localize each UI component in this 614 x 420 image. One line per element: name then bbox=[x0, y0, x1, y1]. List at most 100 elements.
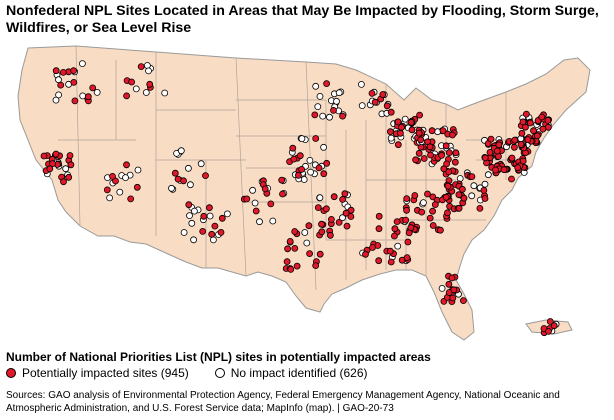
impacted-site-marker bbox=[291, 244, 299, 252]
impacted-site-marker bbox=[510, 143, 518, 151]
impacted-site-marker bbox=[375, 257, 383, 265]
impacted-site-marker bbox=[290, 155, 298, 163]
no-impact-site-marker bbox=[190, 207, 198, 215]
impacted-site-marker bbox=[49, 160, 56, 167]
impacted-site-marker bbox=[393, 218, 401, 226]
impacted-site-marker bbox=[508, 154, 516, 162]
impacted-site-marker bbox=[296, 152, 304, 160]
impacted-site-marker bbox=[278, 176, 286, 184]
impacted-site-marker bbox=[445, 149, 453, 156]
impacted-site-marker bbox=[486, 149, 494, 156]
impacted-site-marker bbox=[326, 231, 334, 239]
impacted-site-marker bbox=[52, 67, 60, 75]
no-impact-site-marker bbox=[122, 174, 129, 182]
impacted-site-marker bbox=[511, 136, 519, 144]
impacted-site-marker bbox=[492, 166, 499, 174]
impacted-site-marker bbox=[387, 258, 395, 266]
impacted-site-marker bbox=[146, 80, 154, 88]
impacted-site-marker bbox=[65, 173, 73, 181]
no-impact-site-marker bbox=[142, 89, 150, 96]
impacted-site-marker bbox=[123, 161, 130, 169]
impacted-site-marker bbox=[448, 274, 456, 282]
state-border bbox=[235, 57, 247, 277]
impacted-site-marker bbox=[539, 125, 547, 133]
impacted-site-marker bbox=[52, 150, 60, 158]
no-impact-marker-icon bbox=[214, 368, 225, 378]
impacted-site-marker bbox=[316, 250, 324, 258]
no-impact-site-marker bbox=[209, 236, 217, 244]
impacted-site-marker bbox=[480, 186, 488, 194]
no-impact-site-marker bbox=[186, 212, 193, 220]
state-border bbox=[305, 61, 317, 291]
impacted-site-marker bbox=[89, 84, 97, 92]
impacted-site-marker bbox=[407, 118, 415, 126]
impacted-marker-icon bbox=[6, 368, 16, 378]
no-impact-site-marker bbox=[184, 164, 192, 172]
impacted-site-marker bbox=[442, 142, 450, 150]
legend-no-impact-label: No impact identified (626) bbox=[230, 366, 368, 380]
impacted-site-marker bbox=[538, 113, 546, 121]
impacted-site-marker bbox=[70, 67, 77, 75]
no-impact-site-marker bbox=[387, 134, 395, 142]
impacted-site-marker bbox=[318, 220, 325, 228]
impacted-site-marker bbox=[323, 80, 331, 87]
impacted-site-marker bbox=[284, 245, 292, 253]
impacted-site-marker bbox=[211, 222, 219, 230]
no-impact-site-marker bbox=[62, 165, 70, 173]
impacted-site-marker bbox=[391, 225, 399, 233]
impacted-site-marker bbox=[445, 168, 453, 176]
impacted-site-marker bbox=[200, 212, 208, 220]
impacted-site-marker bbox=[500, 166, 508, 174]
impacted-site-marker bbox=[431, 201, 439, 209]
no-impact-site-marker bbox=[326, 113, 333, 121]
impacted-site-marker bbox=[487, 135, 495, 143]
impacted-site-marker bbox=[514, 164, 522, 172]
impacted-site-marker bbox=[417, 136, 425, 144]
no-impact-site-marker bbox=[168, 184, 175, 192]
impacted-site-marker bbox=[386, 247, 394, 255]
impacted-site-marker bbox=[455, 204, 463, 212]
impacted-site-marker bbox=[339, 195, 347, 203]
impacted-site-marker bbox=[341, 190, 349, 198]
no-impact-site-marker bbox=[401, 115, 409, 123]
impacted-site-marker bbox=[314, 204, 322, 212]
impacted-site-marker bbox=[451, 158, 459, 166]
impacted-site-marker bbox=[526, 119, 534, 127]
legend-title: Number of National Priorities List (NPL)… bbox=[6, 350, 431, 364]
impacted-site-marker bbox=[550, 322, 558, 330]
impacted-site-marker bbox=[330, 107, 337, 114]
impacted-site-marker bbox=[426, 214, 434, 222]
impacted-site-marker bbox=[524, 136, 532, 143]
land-layer bbox=[17, 45, 591, 341]
impacted-site-marker bbox=[439, 127, 447, 134]
impacted-site-marker bbox=[418, 208, 426, 216]
impacted-site-marker bbox=[205, 204, 213, 212]
impacted-site-marker bbox=[438, 152, 446, 159]
impacted-site-marker bbox=[123, 92, 130, 100]
impacted-site-marker bbox=[386, 128, 394, 136]
no-impact-site-marker bbox=[188, 219, 196, 227]
npl-sites-layer bbox=[40, 60, 560, 337]
impacted-site-marker bbox=[291, 228, 299, 235]
impacted-site-marker bbox=[518, 129, 526, 137]
impacted-site-marker bbox=[476, 204, 484, 212]
impacted-site-marker bbox=[429, 222, 437, 229]
no-impact-site-marker bbox=[303, 239, 311, 247]
impacted-site-marker bbox=[444, 209, 451, 217]
impacted-site-marker bbox=[322, 205, 330, 213]
impacted-site-marker bbox=[279, 190, 286, 198]
impacted-site-marker bbox=[442, 193, 450, 201]
impacted-site-marker bbox=[523, 110, 530, 118]
impacted-site-marker bbox=[46, 165, 54, 173]
no-impact-site-marker bbox=[251, 199, 259, 207]
impacted-site-marker bbox=[375, 225, 383, 233]
impacted-site-marker bbox=[306, 250, 314, 258]
impacted-site-marker bbox=[459, 297, 467, 305]
impacted-site-marker bbox=[449, 294, 457, 302]
impacted-site-marker bbox=[261, 185, 269, 193]
impacted-site-marker bbox=[70, 79, 78, 86]
impacted-site-marker bbox=[335, 218, 343, 226]
no-impact-site-marker bbox=[306, 157, 314, 164]
impacted-site-marker bbox=[420, 155, 428, 162]
no-impact-site-marker bbox=[79, 92, 87, 100]
